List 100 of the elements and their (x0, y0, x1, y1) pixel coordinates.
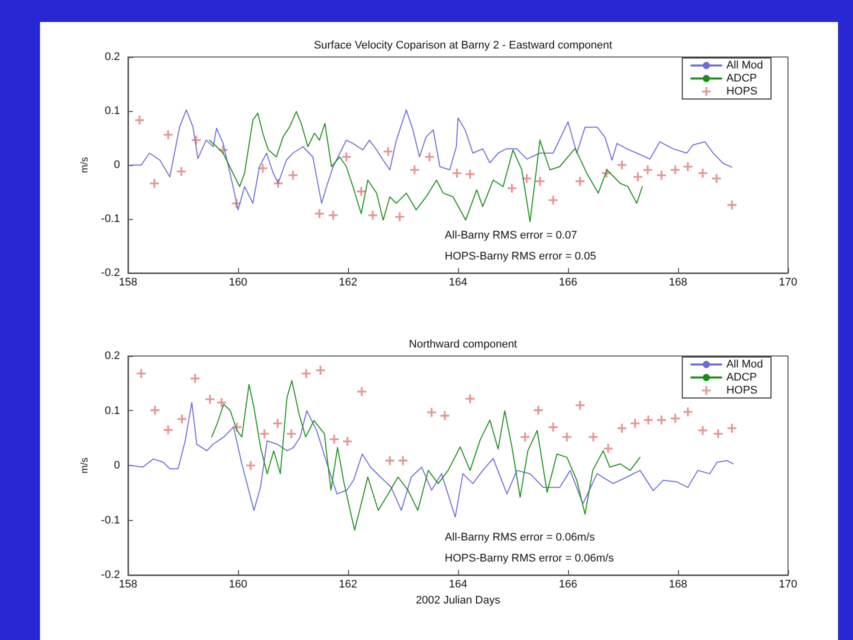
x-tick-label: 168 (668, 276, 688, 288)
annotation: All-Barny RMS error = 0.06m/s (444, 532, 596, 544)
point (302, 369, 311, 378)
x-tick-label: 168 (668, 578, 688, 590)
point (164, 130, 173, 140)
point (507, 184, 516, 193)
y-tick-label: 0 (114, 460, 120, 472)
y-tick-label: 0 (114, 159, 120, 171)
point (342, 436, 352, 446)
point (427, 408, 436, 417)
y-tick-label: -0.2 (101, 569, 120, 581)
point (576, 400, 585, 410)
x-tick-label: 164 (448, 578, 468, 590)
point (670, 165, 680, 174)
point (246, 461, 256, 470)
point (217, 398, 226, 408)
y-axis-title: m/s (80, 156, 91, 174)
point (328, 210, 338, 220)
point (316, 366, 325, 375)
point (135, 116, 144, 125)
point (190, 374, 200, 383)
y-tick-label: 0.2 (104, 350, 120, 362)
legend-label: All Mod (726, 358, 764, 370)
y-tick-label: -0.1 (101, 213, 120, 225)
legend-label: HOPS (726, 86, 758, 98)
point (205, 394, 214, 404)
point (150, 178, 159, 188)
y-tick-label: -0.2 (101, 267, 120, 279)
legend-label: ADCP (726, 372, 757, 384)
point (164, 425, 173, 434)
point (683, 162, 692, 172)
x-tick-label: 170 (778, 578, 798, 590)
line-series (211, 380, 641, 531)
point (410, 165, 420, 174)
annotation: HOPS-Barny RMS error = 0.05 (444, 250, 596, 262)
line-series (130, 402, 734, 518)
y-tick-label: 0.1 (104, 105, 120, 117)
x-tick-label: 158 (118, 578, 138, 590)
point (643, 165, 652, 174)
point (288, 170, 298, 180)
annotation: All-Barny RMS error = 0.07 (444, 230, 578, 242)
point (562, 432, 572, 442)
point (698, 426, 708, 435)
point (273, 418, 282, 428)
point (466, 394, 475, 404)
point (356, 186, 366, 196)
point (286, 429, 296, 438)
point (712, 174, 721, 183)
point (630, 418, 640, 428)
x-tick-label: 162 (338, 578, 358, 590)
point (617, 160, 626, 170)
x-tick-label: 166 (558, 276, 578, 288)
y-tick-label: 0.2 (104, 51, 120, 63)
line-series (130, 109, 732, 210)
chart-title: Surface Velocity Coparison at Barny 2 - Eastward component (314, 40, 612, 52)
point (136, 369, 146, 378)
point (657, 170, 666, 180)
x-tick-label: 158 (118, 276, 138, 288)
point (548, 196, 558, 205)
x-tick-label: 160 (228, 276, 248, 288)
legend-label: HOPS (726, 384, 758, 396)
point (657, 416, 666, 425)
point (520, 432, 530, 442)
point (150, 406, 160, 415)
point (384, 147, 393, 156)
point (670, 414, 680, 423)
annotation: HOPS-Barny RMS error = 0.06m/s (444, 552, 614, 564)
point (177, 414, 186, 424)
point (535, 176, 544, 186)
x-tick-label: 162 (338, 276, 358, 288)
x-tick-label: 166 (558, 578, 578, 590)
x-axis-title: 2002 Julian Days (416, 594, 501, 606)
point (576, 176, 585, 186)
point (424, 152, 434, 162)
point (604, 444, 613, 454)
point (357, 387, 366, 396)
y-axis-title: m/s (80, 457, 91, 474)
x-tick-label: 164 (448, 276, 468, 288)
point (727, 424, 736, 433)
point (176, 166, 186, 176)
point (644, 416, 653, 425)
point (727, 200, 736, 210)
legend-label: All Mod (726, 60, 764, 72)
point (260, 429, 269, 438)
point (698, 168, 708, 178)
y-tick-label: -0.1 (101, 514, 120, 526)
chart-title: Northward component (408, 338, 518, 350)
point (385, 456, 394, 466)
point (466, 170, 475, 179)
y-tick-label: 0.1 (104, 404, 120, 417)
point (588, 432, 598, 442)
point (398, 456, 408, 466)
point (522, 174, 532, 183)
point (633, 172, 642, 182)
point (314, 209, 324, 218)
x-tick-label: 160 (228, 578, 248, 590)
point (617, 424, 626, 433)
legend-label: ADCP (726, 72, 757, 84)
point (683, 407, 692, 416)
point (452, 168, 462, 178)
